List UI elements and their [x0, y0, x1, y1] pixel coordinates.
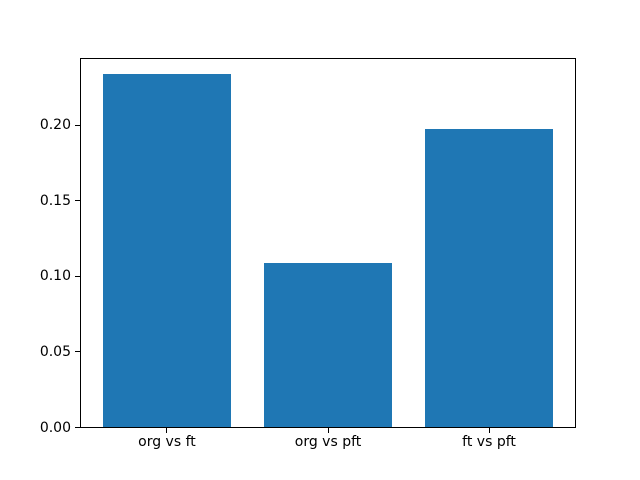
bar-org-vs-ft	[102, 74, 232, 427]
bar-org-vs-pft	[263, 263, 393, 427]
y-tick-mark	[75, 275, 80, 277]
x-tick-mark	[327, 427, 329, 433]
bar-ft-vs-pft	[424, 128, 554, 427]
y-tick-label: 0.10	[39, 268, 71, 285]
x-tick-label-org-vs-ft: org vs ft	[138, 433, 196, 450]
y-tick-label: 0.20	[39, 117, 71, 134]
x-tick-mark	[488, 427, 490, 433]
x-tick-label-ft-vs-pft: ft vs pft	[462, 433, 516, 450]
y-tick-label: 0.05	[39, 343, 71, 360]
y-tick-mark	[75, 200, 80, 202]
y-tick-label: 0.00	[39, 419, 71, 436]
x-tick-label-org-vs-pft: org vs pft	[294, 433, 362, 450]
y-tick-mark	[75, 427, 80, 428]
plot-area	[80, 57, 576, 428]
y-tick-mark	[75, 124, 80, 126]
x-tick-mark	[166, 427, 168, 433]
y-tick-label: 0.15	[39, 192, 71, 209]
y-tick-mark	[75, 351, 80, 353]
